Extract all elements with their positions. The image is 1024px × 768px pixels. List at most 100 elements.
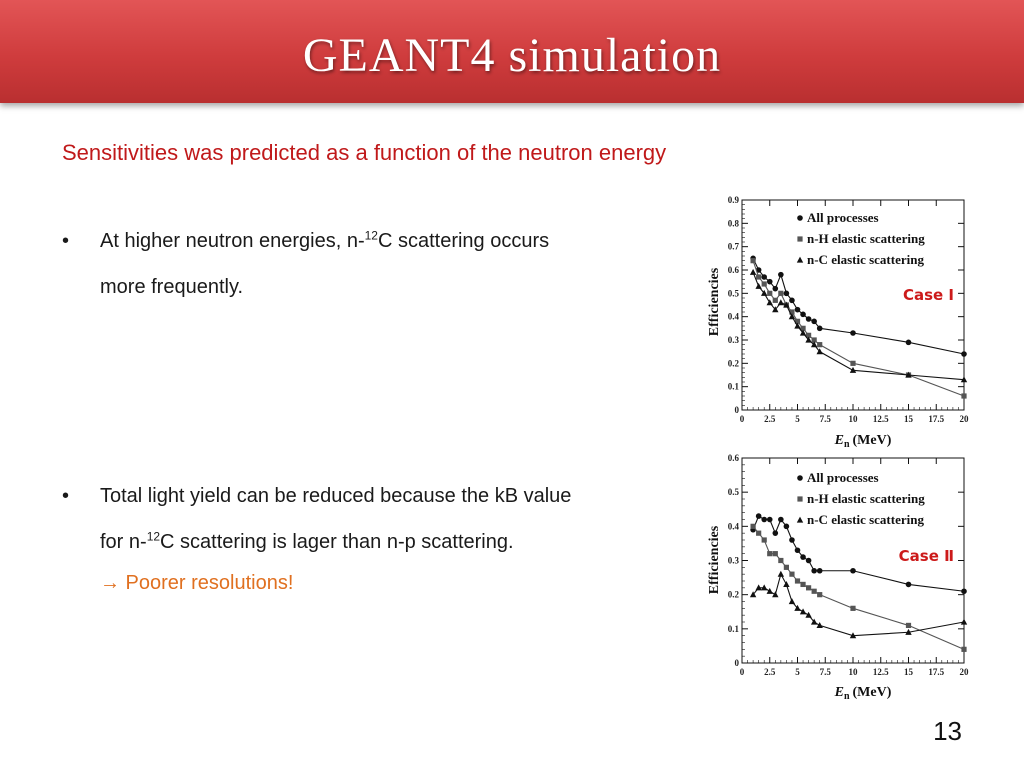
bullet-1-superscript: 12: [364, 228, 378, 243]
data-point-square: [767, 551, 773, 557]
x-tick-label: 20: [960, 667, 970, 677]
chart-case-2-svg: 0 0.1 0.2 0.3 0.4 0.5 0.6 0 2.5 5 7.5 10 12.5 15 17.5 2…: [707, 453, 969, 702]
data-point-triangle: [794, 322, 801, 329]
legend-item: n-H elastic scattering: [797, 231, 925, 246]
x-tick-label: 15: [904, 414, 914, 424]
data-point-square: [806, 332, 812, 338]
data-point-triangle: [766, 587, 773, 594]
data-point-triangle: [796, 256, 804, 263]
x-axis-title-unit: (MeV): [853, 685, 892, 700]
series-square: [750, 258, 967, 399]
y-tick-label: 0.8: [728, 218, 740, 228]
data-point-triangle: [755, 282, 762, 289]
data-point-triangle: [805, 336, 812, 343]
data-point-triangle: [960, 376, 968, 383]
data-point-triangle: [960, 618, 968, 625]
series-line: [752, 525, 965, 650]
y-tick-label: 0.5: [728, 487, 740, 497]
data-point-square: [783, 564, 789, 570]
case-label: Case Ⅰ: [903, 286, 954, 304]
data-point-circle: [772, 285, 779, 292]
data-point-triangle: [772, 591, 779, 598]
x-tick-label: 5: [795, 414, 800, 424]
data-point-triangle: [799, 329, 807, 336]
data-point-triangle: [788, 598, 796, 605]
data-point-circle: [766, 516, 773, 523]
data-point-circle: [800, 554, 806, 560]
y-tick-label: 0.3: [728, 556, 740, 566]
data-point-circle: [797, 475, 803, 481]
data-point-square: [797, 496, 803, 502]
y-tick-label: 0.6: [728, 265, 740, 275]
series-line: [752, 260, 965, 397]
data-point-circle: [850, 330, 856, 336]
data-point-triangle: [810, 341, 818, 348]
series-line: [752, 258, 965, 355]
data-point-circle: [805, 557, 812, 564]
data-point-triangle: [749, 591, 757, 598]
data-point-square: [794, 318, 801, 324]
data-point-circle: [778, 271, 784, 278]
y-tick-label: 0.2: [728, 590, 740, 600]
data-point-circle: [800, 311, 806, 318]
data-point-square: [789, 309, 795, 315]
legend-label: n-H elastic scattering: [807, 491, 925, 506]
data-point-circle: [811, 318, 817, 325]
bullet-2-line-1: Total light yield can be reduced because…: [100, 485, 572, 507]
x-tick-label: 17.5: [928, 667, 944, 677]
data-point-triangle: [777, 570, 785, 577]
data-point-triangle: [761, 584, 768, 591]
data-point-circle: [772, 530, 779, 536]
bullet-2-text-b: C scattering is lager than n-p scatterin…: [160, 531, 514, 553]
data-point-square: [767, 290, 773, 296]
data-point-triangle: [772, 306, 779, 313]
data-point-triangle: [796, 516, 804, 523]
legend-item: All processes: [797, 210, 879, 225]
data-point-circle: [755, 513, 762, 519]
x-tick-label: 0: [740, 667, 745, 677]
data-point-square: [750, 258, 756, 264]
data-point-triangle: [849, 632, 857, 639]
slide-title: GEANT4 simulation: [302, 29, 722, 82]
data-point-circle: [778, 516, 784, 523]
data-point-triangle: [905, 628, 912, 635]
bullet-2-superscript: 12: [146, 529, 161, 544]
chart-case-1: 0 0.1 0.2 0.3 0.4 0.5 0.6 0.7 0.8 0.9 0 2.5 5 7.5 10 12…: [700, 192, 969, 452]
data-point-triangle: [905, 371, 912, 378]
bullet-2-body: Total light yield can be reduced because…: [100, 473, 690, 601]
data-point-triangle: [816, 348, 823, 355]
case-label: Case Ⅱ: [899, 547, 954, 565]
legend-label: n-C elastic scattering: [807, 252, 924, 267]
data-point-square: [789, 571, 795, 577]
legend-label: All processes: [807, 470, 879, 485]
data-point-triangle: [816, 622, 823, 629]
bullet-1-line-1: At higher neutron energies, n-12C scatte…: [100, 218, 690, 264]
data-point-circle: [816, 325, 823, 332]
data-point-circle: [961, 588, 967, 595]
x-tick-label: 5: [795, 667, 800, 677]
data-point-square: [961, 393, 967, 399]
data-point-circle: [761, 274, 767, 280]
legend-item: All processes: [797, 470, 879, 485]
series-line: [752, 572, 965, 637]
x-tick-label: 20: [960, 414, 970, 424]
bullet-dot: •: [62, 485, 70, 507]
x-tick-label: 2.5: [764, 667, 776, 677]
chart-case-1-svg: 0 0.1 0.2 0.3 0.4 0.5 0.6 0.7 0.8 0.9 0 2.5 5 7.5 10 12…: [707, 195, 969, 450]
y-tick-label: 0.7: [728, 242, 740, 252]
y-tick-label: 0.1: [728, 624, 740, 634]
x-tick-label: 7.5: [820, 667, 832, 677]
slide-subtitle: Sensitivities was predicted as a functio…: [62, 140, 667, 165]
x-axis-title-symbol: E: [834, 685, 844, 700]
data-point-square: [817, 592, 823, 598]
bullet-2-line-2: for n-12C scattering is lager than n-p s…: [100, 519, 690, 565]
data-point-circle: [766, 278, 773, 285]
data-point-square: [850, 605, 856, 611]
data-point-square: [778, 290, 784, 296]
y-tick-label: 0: [735, 658, 740, 668]
series-circle: [750, 255, 967, 357]
bullet-1-text-a: At higher neutron energies, n-: [100, 230, 365, 252]
y-tick-label: 0.5: [728, 288, 740, 298]
data-point-square: [750, 523, 756, 529]
data-point-circle: [789, 297, 795, 304]
